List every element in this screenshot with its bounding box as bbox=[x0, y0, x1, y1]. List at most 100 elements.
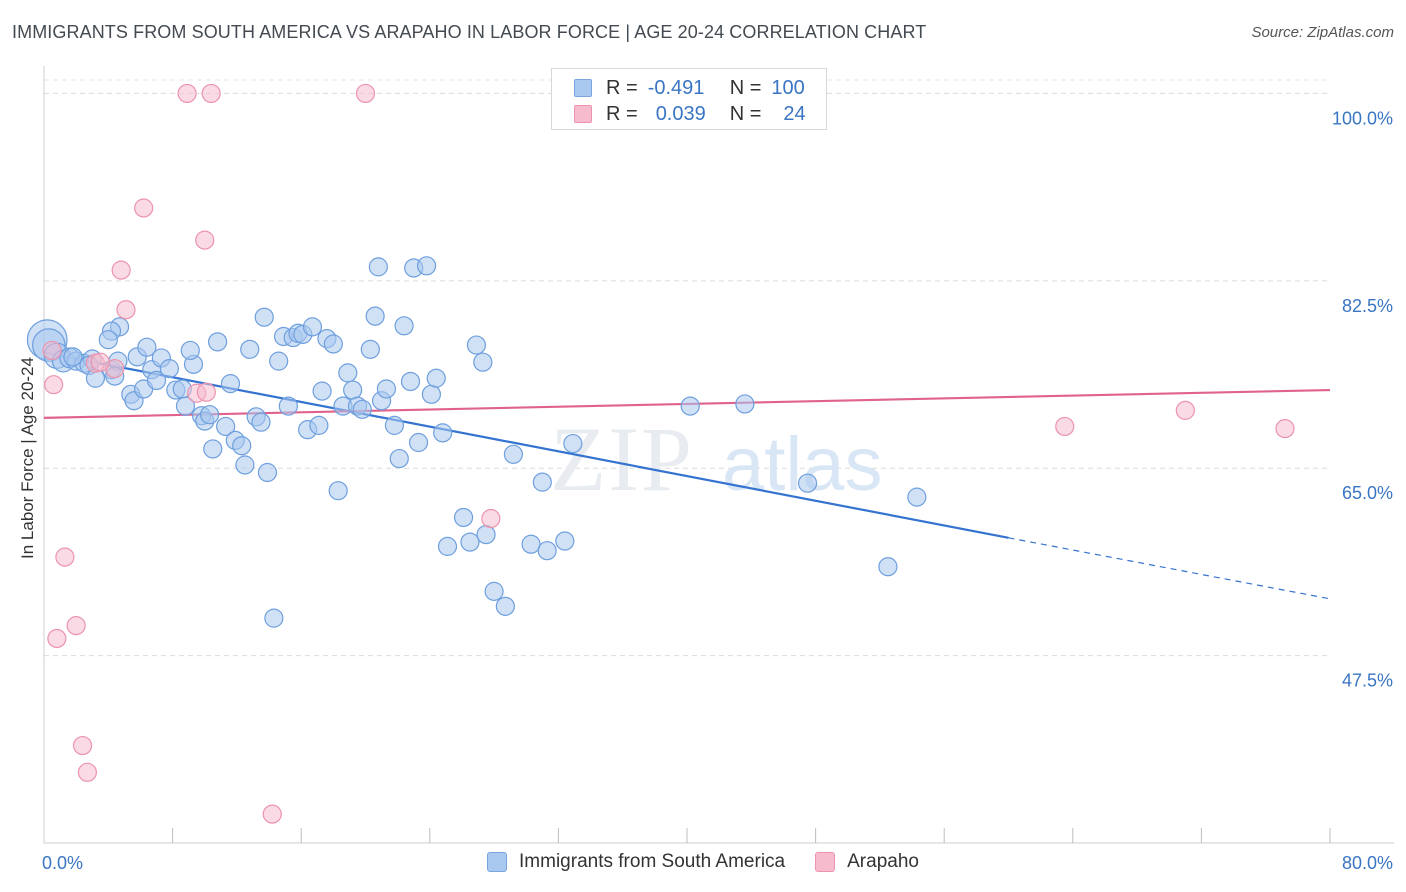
data-point bbox=[203, 439, 223, 459]
y-tick-label: 47.5% bbox=[1342, 671, 1393, 691]
data-point bbox=[195, 230, 215, 250]
data-point bbox=[421, 384, 442, 404]
data-point bbox=[466, 335, 487, 355]
legend-label: Arapaho bbox=[847, 851, 919, 872]
data-point bbox=[159, 359, 179, 379]
data-point bbox=[476, 524, 496, 545]
data-point bbox=[146, 370, 167, 390]
data-point bbox=[495, 596, 515, 616]
watermark: ZIP atlas bbox=[550, 408, 883, 510]
data-point bbox=[90, 352, 110, 372]
data-point bbox=[309, 415, 329, 435]
axes bbox=[43, 66, 1394, 844]
data-point bbox=[278, 396, 298, 416]
legend-swatch-pink bbox=[574, 105, 592, 123]
legend-swatch-blue bbox=[574, 79, 592, 97]
data-point bbox=[473, 352, 493, 372]
data-point bbox=[254, 307, 274, 327]
data-point bbox=[481, 508, 501, 529]
data-point bbox=[180, 340, 200, 361]
data-point bbox=[400, 371, 421, 392]
data-point bbox=[312, 381, 332, 401]
data-point bbox=[394, 316, 414, 336]
data-point bbox=[503, 444, 523, 464]
x-tick-label-min: 0.0% bbox=[42, 853, 83, 873]
data-point bbox=[426, 368, 446, 388]
legend-swatch-pink bbox=[815, 852, 836, 872]
data-point bbox=[302, 317, 323, 337]
data-point bbox=[208, 332, 228, 352]
data-point bbox=[408, 432, 429, 453]
r-value: -0.491 bbox=[647, 76, 705, 99]
data-point bbox=[137, 337, 157, 357]
legend-item-arapaho[interactable]: Arapaho bbox=[815, 851, 919, 873]
data-point bbox=[257, 462, 278, 483]
data-point bbox=[240, 339, 260, 359]
data-point bbox=[680, 396, 700, 416]
data-point bbox=[269, 351, 289, 371]
data-point bbox=[453, 507, 474, 528]
data-point bbox=[220, 374, 241, 394]
data-point bbox=[134, 198, 154, 218]
series-arapaho bbox=[42, 83, 1295, 824]
data-point bbox=[384, 415, 405, 435]
watermark-zip: ZIP bbox=[550, 408, 694, 510]
data-point bbox=[338, 363, 358, 383]
x-tick-label-max: 80.0% bbox=[1342, 853, 1393, 873]
data-point bbox=[360, 339, 380, 359]
r-value: 0.039 bbox=[655, 102, 706, 125]
data-point bbox=[196, 382, 216, 402]
n-value: 100 bbox=[771, 76, 805, 99]
chart-title: IMMIGRANTS FROM SOUTH AMERICA VS ARAPAHO… bbox=[12, 22, 927, 42]
data-point bbox=[72, 735, 93, 756]
legend-swatch-blue bbox=[487, 852, 508, 872]
data-point bbox=[1055, 416, 1075, 437]
data-point bbox=[77, 762, 98, 782]
data-point bbox=[1275, 418, 1295, 439]
data-point bbox=[365, 306, 385, 326]
y-tick-label: 100.0% bbox=[1332, 108, 1393, 128]
data-point bbox=[460, 532, 480, 552]
data-point bbox=[537, 541, 557, 561]
source-credit: Source: ZipAtlas.com bbox=[1251, 24, 1394, 41]
data-point bbox=[235, 455, 255, 475]
stats-legend: R = -0.491 N = 100 R = 0.039 N = 24 bbox=[551, 68, 827, 130]
data-point bbox=[47, 628, 67, 649]
data-point bbox=[368, 257, 388, 277]
tick-labels: 100.0% 82.5% 65.0% 47.5% 0.0% 80.0% bbox=[42, 108, 1393, 873]
legend-item-south-america[interactable]: Immigrants from South America bbox=[487, 851, 785, 873]
data-point bbox=[199, 405, 220, 425]
data-point bbox=[416, 256, 437, 276]
watermark-atlas: atlas bbox=[722, 422, 883, 507]
data-point bbox=[262, 804, 282, 824]
r-label: R = bbox=[606, 102, 638, 125]
series-legend: Immigrants from South America Arapaho bbox=[0, 851, 1406, 873]
data-point bbox=[437, 536, 458, 556]
gridlines bbox=[44, 79, 1330, 657]
data-point bbox=[63, 347, 83, 367]
data-point bbox=[376, 379, 396, 399]
data-point bbox=[563, 433, 583, 454]
legend-row-arapaho: R = 0.039 N = 24 bbox=[574, 101, 806, 127]
data-point bbox=[343, 380, 363, 400]
data-point bbox=[98, 330, 118, 350]
r-label: R = bbox=[606, 76, 638, 99]
data-point bbox=[352, 399, 372, 419]
data-point bbox=[111, 260, 131, 280]
data-point bbox=[251, 412, 271, 432]
data-point bbox=[66, 616, 86, 636]
data-point bbox=[323, 334, 343, 354]
data-point bbox=[735, 394, 755, 414]
data-point bbox=[201, 83, 221, 104]
data-point bbox=[532, 472, 552, 492]
data-point bbox=[389, 448, 409, 469]
n-label: N = bbox=[729, 102, 762, 125]
trend-line-extension bbox=[1008, 537, 1331, 600]
data-point bbox=[175, 396, 196, 416]
legend-label: Immigrants from South America bbox=[519, 851, 786, 872]
series-south-america bbox=[26, 256, 927, 628]
y-tick-label: 82.5% bbox=[1342, 296, 1393, 316]
data-point bbox=[44, 375, 64, 395]
data-point bbox=[555, 531, 575, 551]
